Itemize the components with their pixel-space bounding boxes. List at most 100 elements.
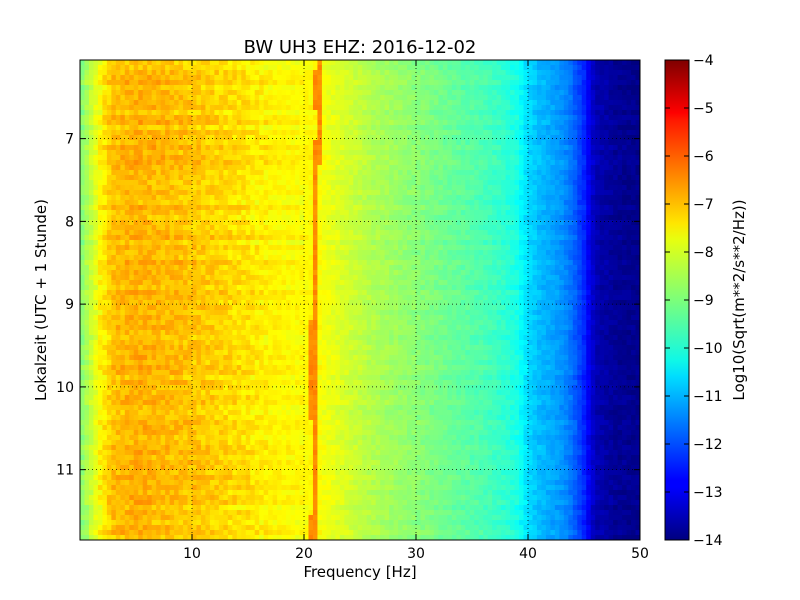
heatmap-cell	[559, 160, 565, 166]
heatmap-cell	[384, 140, 390, 146]
heatmap-cell	[523, 60, 529, 66]
heatmap-cell	[304, 135, 310, 141]
heatmap-cell	[604, 230, 610, 236]
heatmap-cell	[348, 205, 354, 211]
heatmap-cell	[532, 140, 538, 146]
heatmap-cell	[169, 75, 175, 81]
heatmap-cell	[317, 85, 323, 91]
heatmap-cell	[263, 230, 269, 236]
heatmap-cell	[156, 90, 162, 96]
heatmap-cell	[622, 80, 628, 86]
heatmap-cell	[568, 220, 574, 226]
heatmap-cell	[483, 185, 489, 191]
heatmap-cell	[254, 180, 260, 186]
heatmap-cell	[429, 195, 435, 201]
heatmap-cell	[375, 145, 381, 151]
heatmap-cell	[505, 175, 511, 181]
heatmap-cell	[223, 180, 229, 186]
heatmap-cell	[617, 65, 623, 71]
heatmap-cell	[416, 195, 422, 201]
heatmap-cell	[420, 170, 426, 176]
heatmap-cell	[196, 155, 202, 161]
heatmap-cell	[456, 125, 462, 131]
heatmap-cell	[384, 210, 390, 216]
heatmap-cell	[160, 60, 166, 66]
heatmap-cell	[160, 185, 166, 191]
heatmap-cell	[393, 80, 399, 86]
heatmap-cell	[156, 160, 162, 166]
heatmap-cell	[124, 185, 130, 191]
heatmap-cell	[97, 140, 103, 146]
heatmap-cell	[304, 155, 310, 161]
heatmap-cell	[492, 130, 498, 136]
heatmap-cell	[424, 250, 431, 256]
heatmap-cell	[541, 155, 547, 161]
heatmap-cell	[398, 230, 404, 236]
heatmap-cell	[115, 70, 121, 76]
heatmap-cell	[536, 80, 543, 86]
heatmap-cell	[295, 215, 301, 221]
heatmap-cell	[93, 180, 99, 186]
heatmap-cell	[604, 250, 610, 256]
heatmap-cell	[362, 85, 368, 91]
heatmap-cell	[236, 200, 242, 206]
heatmap-cell	[550, 95, 556, 101]
heatmap-cell	[416, 90, 422, 96]
heatmap-cell	[156, 255, 162, 261]
heatmap-cell	[133, 85, 139, 91]
heatmap-cell	[111, 180, 117, 186]
heatmap-cell	[595, 70, 601, 76]
heatmap-cell	[465, 135, 471, 141]
heatmap-cell	[250, 140, 256, 146]
heatmap-cell	[241, 200, 247, 206]
heatmap-cell	[599, 200, 605, 206]
heatmap-cell	[402, 100, 408, 106]
heatmap-cell	[178, 150, 184, 156]
heatmap-cell	[321, 160, 327, 166]
heatmap-cell	[375, 190, 381, 196]
heatmap-cell	[402, 175, 408, 181]
heatmap-cell	[416, 150, 422, 156]
heatmap-cell	[613, 220, 619, 226]
heatmap-cell	[129, 255, 135, 261]
heatmap-cell	[312, 150, 319, 156]
heatmap-cell	[429, 110, 435, 116]
heatmap-cell	[429, 190, 435, 196]
heatmap-cell	[124, 100, 130, 106]
heatmap-cell	[505, 155, 511, 161]
heatmap-cell	[97, 105, 103, 111]
heatmap-cell	[304, 130, 310, 136]
heatmap-cell	[187, 155, 193, 161]
heatmap-cell	[447, 160, 453, 166]
heatmap-cell	[416, 165, 422, 171]
heatmap-cell	[227, 85, 233, 91]
heatmap-cell	[460, 155, 466, 161]
heatmap-cell	[183, 200, 189, 206]
heatmap-cell	[424, 105, 431, 111]
heatmap-cell	[200, 210, 207, 216]
heatmap-cell	[550, 85, 556, 91]
heatmap-cell	[416, 210, 422, 216]
heatmap-cell	[496, 115, 502, 121]
heatmap-cell	[209, 180, 215, 186]
heatmap-cell	[344, 125, 350, 131]
heatmap-cell	[259, 180, 265, 186]
heatmap-cell	[232, 115, 238, 121]
heatmap-cell	[568, 145, 574, 151]
heatmap-cell	[469, 95, 475, 101]
heatmap-cell	[586, 215, 592, 221]
heatmap-cell	[205, 210, 211, 216]
heatmap-cell	[402, 110, 408, 116]
heatmap-cell	[241, 80, 247, 86]
heatmap-cell	[523, 255, 529, 261]
heatmap-cell	[581, 95, 587, 101]
heatmap-cell	[563, 190, 569, 196]
heatmap-cell	[563, 125, 569, 131]
heatmap-cell	[433, 125, 439, 131]
heatmap-cell	[407, 175, 413, 181]
heatmap-cell	[295, 250, 301, 256]
heatmap-cell	[174, 245, 180, 251]
heatmap-cell	[169, 235, 175, 241]
heatmap-cell	[384, 240, 390, 246]
heatmap-cell	[321, 150, 327, 156]
